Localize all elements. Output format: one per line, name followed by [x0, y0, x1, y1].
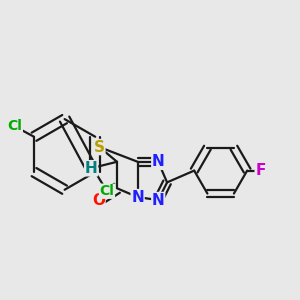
Text: F: F	[255, 163, 266, 178]
Text: N: N	[152, 193, 165, 208]
Text: Cl: Cl	[8, 119, 22, 134]
Text: O: O	[92, 193, 105, 208]
Text: H: H	[85, 161, 98, 176]
Text: Cl: Cl	[100, 184, 114, 198]
Text: S: S	[94, 140, 105, 154]
Text: N: N	[152, 154, 165, 169]
Text: N: N	[131, 190, 144, 205]
